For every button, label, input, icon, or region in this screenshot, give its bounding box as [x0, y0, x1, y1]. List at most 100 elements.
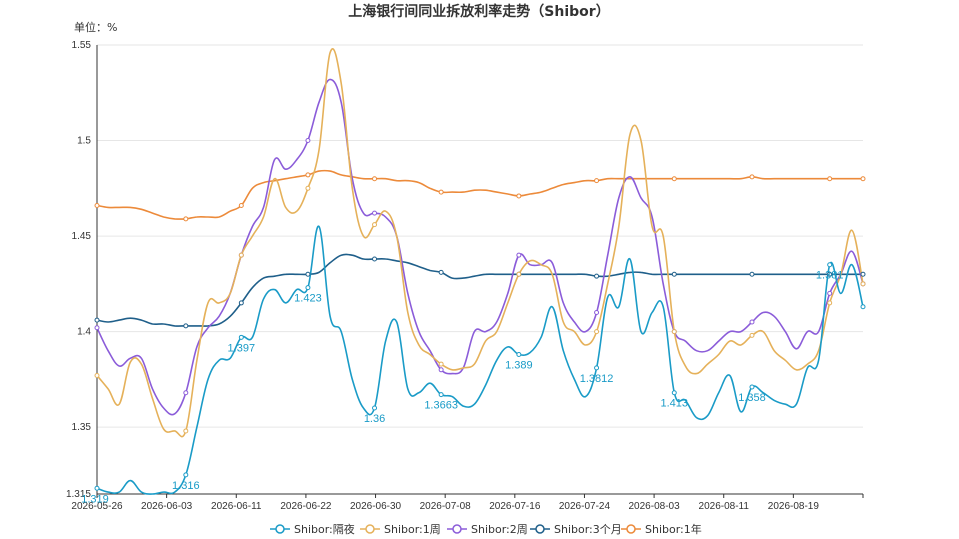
data-point-overnight — [238, 334, 244, 340]
data-point-week1 — [749, 332, 755, 338]
data-point-overnight — [671, 390, 677, 396]
x-tick-label: 2026-06-22 — [280, 501, 332, 512]
legend-label: Shibor:隔夜 — [294, 522, 355, 536]
data-point-year1 — [594, 178, 600, 184]
series-line-week2 — [96, 78, 864, 416]
unit-label: 单位：% — [74, 20, 117, 34]
data-point-year1 — [94, 202, 100, 208]
legend[interactable]: Shibor:隔夜 Shibor:1周 Shibor:2周 Shibor:3个月 Shi… — [270, 522, 702, 536]
data-point-week1 — [827, 300, 833, 306]
data-point-month3 — [671, 271, 677, 277]
data-point-week1 — [594, 329, 600, 335]
series-markers — [94, 138, 866, 491]
data-point-month3 — [94, 317, 100, 323]
y-tick-label: 1.315 — [66, 489, 91, 500]
series-line-year1 — [96, 169, 863, 220]
data-point-week1 — [372, 222, 378, 228]
data-point-month3 — [183, 323, 189, 329]
data-point-week1 — [860, 281, 866, 287]
series-line-week1 — [96, 48, 864, 438]
data-label: 1.389 — [505, 360, 533, 372]
x-tick-label: 2026-08-03 — [629, 501, 681, 512]
x-tick-label: 2026-05-26 — [71, 501, 123, 512]
data-point-week2 — [594, 309, 600, 315]
data-point-week2 — [516, 252, 522, 258]
data-point-week2 — [749, 319, 755, 325]
data-point-week1 — [438, 361, 444, 367]
data-point-overnight — [594, 365, 600, 371]
data-point-week2 — [183, 390, 189, 396]
legend-item-overnight[interactable]: Shibor:隔夜 — [270, 522, 355, 536]
data-point-week1 — [516, 271, 522, 277]
data-point-overnight — [183, 472, 189, 478]
series-line-month3 — [96, 253, 863, 327]
x-tick-label: 2026-06-03 — [141, 501, 193, 512]
data-label: 1.381 — [816, 270, 844, 282]
data-point-overnight — [749, 384, 755, 390]
data-point-overnight — [827, 262, 833, 268]
data-point-week1 — [183, 428, 189, 434]
data-label: 1.319 — [81, 493, 109, 505]
data-point-year1 — [516, 193, 522, 199]
data-point-year1 — [372, 176, 378, 182]
data-point-year1 — [827, 176, 833, 182]
data-point-year1 — [860, 176, 866, 182]
data-point-year1 — [183, 216, 189, 222]
y-tick-label: 1.4 — [77, 327, 91, 338]
legend-swatch-marker — [275, 524, 285, 534]
data-point-week2 — [305, 138, 311, 144]
gridlines — [97, 44, 863, 495]
x-tick-label: 2026-06-11 — [211, 501, 262, 512]
legend-swatch-marker — [535, 524, 545, 534]
data-point-month3 — [827, 271, 833, 277]
data-point-month3 — [372, 256, 378, 262]
x-tick-label: 2026-08-11 — [699, 501, 750, 512]
data-point-overnight — [305, 285, 311, 291]
data-label: 1.423 — [294, 293, 322, 305]
legend-item-month3[interactable]: Shibor:3个月 — [530, 523, 622, 536]
data-point-month3 — [305, 271, 311, 277]
series-line-overnight — [96, 225, 864, 495]
x-tick-label: 2026-06-30 — [350, 501, 402, 512]
data-point-week1 — [94, 373, 100, 379]
legend-item-year1[interactable]: Shibor:1年 — [621, 522, 702, 536]
data-point-overnight — [372, 405, 378, 411]
data-point-year1 — [438, 189, 444, 195]
x-tick-label: 2026-07-08 — [420, 501, 472, 512]
data-point-overnight — [860, 304, 866, 310]
legend-label: Shibor:3个月 — [554, 523, 622, 536]
data-point-year1 — [749, 174, 755, 180]
data-point-month3 — [594, 273, 600, 279]
legend-label: Shibor:2周 — [471, 523, 528, 536]
data-point-month3 — [860, 271, 866, 277]
x-tick-label: 2026-07-24 — [559, 501, 611, 512]
legend-label: Shibor:1年 — [645, 522, 702, 536]
data-label: 1.358 — [738, 392, 766, 404]
data-point-overnight — [94, 485, 100, 491]
data-point-month3 — [238, 300, 244, 306]
legend-item-week2[interactable]: Shibor:2周 — [447, 523, 528, 536]
x-tick-label: 2026-07-16 — [489, 501, 541, 512]
data-label: 1.316 — [172, 480, 200, 492]
legend-label: Shibor:1周 — [384, 523, 441, 536]
data-point-year1 — [238, 202, 244, 208]
data-point-week2 — [827, 290, 833, 296]
data-point-month3 — [438, 269, 444, 275]
x-tick-label: 2026-08-19 — [768, 501, 820, 512]
data-point-overnight — [438, 392, 444, 398]
axes: 1.315 1.35 1.4 1.45 1.5 1.55 2026-05-26 2026-06… — [66, 40, 864, 512]
legend-item-week1[interactable]: Shibor:1周 — [360, 523, 441, 536]
data-point-week2 — [372, 210, 378, 216]
data-labels: 1.319 1.316 1.397 1.423 1.36 1.3663 1.389 1.381… — [81, 270, 843, 506]
data-label: 1.36 — [364, 413, 385, 425]
legend-swatch-marker — [452, 524, 462, 534]
data-label: 1.3663 — [424, 400, 458, 412]
data-point-week2 — [438, 367, 444, 373]
chart-title: 上海银行间同业拆放利率走势（Shibor） — [348, 3, 609, 20]
data-label: 1.397 — [228, 342, 256, 354]
series-lines — [96, 48, 864, 495]
data-label: 1.413 — [661, 398, 689, 410]
data-label: 1.3812 — [580, 373, 614, 385]
data-point-month3 — [749, 271, 755, 277]
